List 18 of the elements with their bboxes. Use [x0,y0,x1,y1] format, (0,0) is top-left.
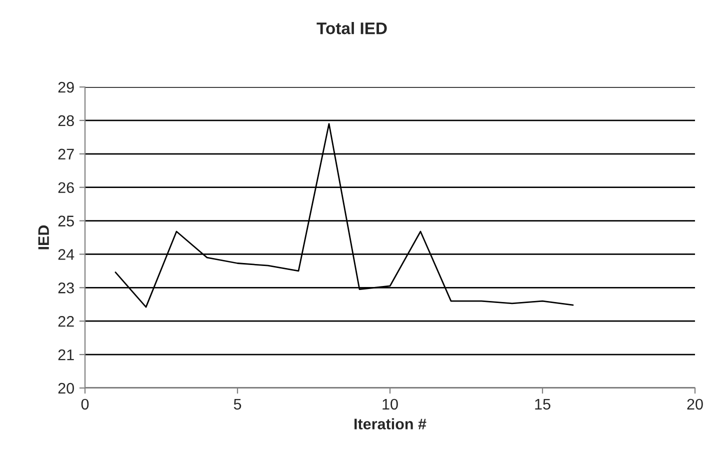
x-tick-label: 20 [687,398,703,410]
y-tick-label: 24 [58,249,74,260]
y-axis-title: IED [38,225,49,250]
y-tick-label: 29 [58,82,74,93]
x-tick-label: 15 [535,398,550,410]
y-tick-label: 21 [58,349,74,360]
y-tick-label: 22 [58,316,74,327]
x-tick-label: 10 [382,398,398,410]
y-tick-label: 23 [58,282,74,294]
y-tick-label: 25 [58,216,74,226]
x-tick-label: 5 [234,398,242,410]
y-tick-label: 20 [58,382,74,394]
y-tick-label: 27 [58,148,74,160]
chart-title: Total IED [316,22,387,34]
x-tick-label: 0 [81,398,89,410]
x-axis-title: Iteration # [354,418,426,430]
y-tick-label: 28 [58,115,74,126]
y-tick-label: 26 [58,182,74,194]
